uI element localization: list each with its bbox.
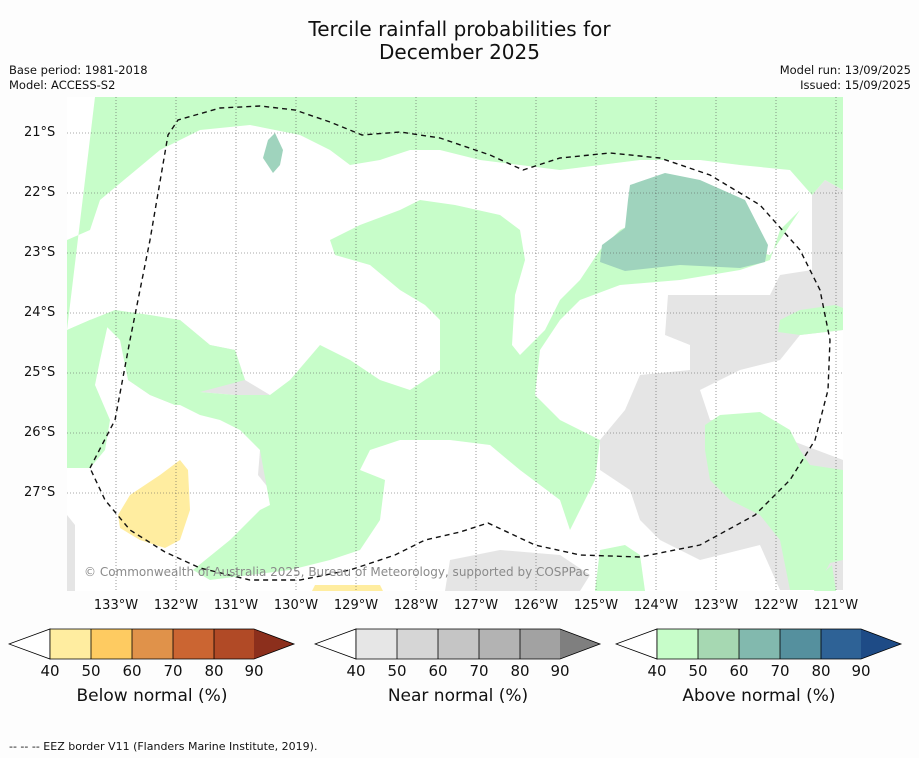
colorbar-near-swatch bbox=[520, 629, 560, 659]
colorbar-near-swatch bbox=[397, 629, 438, 659]
colorbar-above-tick: 60 bbox=[729, 662, 749, 680]
colorbar-near-title: Near normal (%) bbox=[387, 686, 529, 706]
meta-left: Base period: 1981-2018 Model: ACCESS-S2 bbox=[9, 63, 148, 93]
near-region-bottom bbox=[445, 550, 590, 591]
lon-tick: 122°W bbox=[753, 598, 799, 613]
issued-date: Issued: 15/09/2025 bbox=[800, 78, 911, 92]
colorbar-below-swatch bbox=[50, 629, 91, 659]
graticule bbox=[67, 97, 843, 591]
colorbar-above-tick: 50 bbox=[688, 662, 708, 680]
lat-tick: 24°S bbox=[24, 305, 56, 320]
above-region-east-patch bbox=[778, 305, 843, 335]
lat-tick: 21°S bbox=[24, 125, 56, 140]
colorbar-above-title: Above normal (%) bbox=[682, 686, 836, 706]
colorbar-near-tick: 60 bbox=[428, 662, 448, 680]
colorbar-above-swatch bbox=[698, 629, 739, 659]
colorbar-above-max-arrow bbox=[861, 629, 901, 659]
colorbar-above-swatch bbox=[657, 629, 698, 659]
colorbar-near-min-arrow bbox=[314, 628, 357, 660]
below-region-bottom bbox=[312, 585, 383, 591]
colorbar-near-swatch bbox=[479, 629, 520, 659]
lon-tick: 123°W bbox=[693, 598, 739, 613]
colorbar-above-swatch bbox=[739, 629, 780, 659]
lon-tick: 128°W bbox=[393, 598, 439, 613]
colorbar-below-swatch bbox=[214, 629, 254, 659]
colorbar-below-swatches bbox=[8, 628, 296, 660]
colorbar-near-swatch bbox=[438, 629, 479, 659]
colorbar-below-tick: 90 bbox=[244, 662, 264, 680]
colorbar-near-swatches bbox=[314, 628, 602, 660]
above50-region-east bbox=[600, 173, 768, 271]
lon-tick: 121°W bbox=[813, 598, 859, 613]
colorbar-near-tick: 70 bbox=[469, 662, 489, 680]
colorbar-below-tick: 70 bbox=[163, 662, 183, 680]
colorbar-below-swatch bbox=[91, 629, 132, 659]
lon-tick: 131°W bbox=[213, 598, 259, 613]
colorbar-above-swatches bbox=[615, 628, 903, 660]
colorbar-below-tick: 40 bbox=[40, 662, 60, 680]
eez-border-line bbox=[89, 105, 831, 581]
colorbar-below-tick: 50 bbox=[81, 662, 101, 680]
colorbar-below-tick: 80 bbox=[204, 662, 224, 680]
eez-legend-note: -- -- -- EEZ border V11 (Flanders Marine… bbox=[9, 740, 318, 753]
above-region-bottom bbox=[595, 545, 645, 591]
colorbar-above-tick: 40 bbox=[647, 662, 667, 680]
above-normal-regions bbox=[67, 97, 843, 591]
lat-tick: 27°S bbox=[24, 485, 56, 500]
lon-tick: 126°W bbox=[513, 598, 559, 613]
above-region-southeast bbox=[705, 412, 843, 590]
below-normal-regions bbox=[118, 460, 383, 591]
above50-region-west bbox=[263, 133, 283, 173]
model-run: Model run: 13/09/2025 bbox=[779, 63, 911, 77]
lon-tick: 132°W bbox=[153, 598, 199, 613]
above-region-main bbox=[67, 97, 843, 580]
model-name: Model: ACCESS-S2 bbox=[9, 78, 116, 92]
colorbar-near-tick: 40 bbox=[346, 662, 366, 680]
base-period: Base period: 1981-2018 bbox=[9, 63, 148, 77]
map-title: Tercile rainfall probabilities for Decem… bbox=[0, 18, 919, 64]
below-region-west bbox=[118, 460, 190, 548]
lon-tick: 125°W bbox=[573, 598, 619, 613]
colorbar-above-min-arrow bbox=[615, 628, 658, 660]
title-line-2: December 2025 bbox=[379, 40, 540, 64]
lat-tick: 26°S bbox=[24, 425, 56, 440]
lon-tick: 129°W bbox=[333, 598, 379, 613]
lon-tick: 124°W bbox=[633, 598, 679, 613]
colorbar-below-swatch bbox=[132, 629, 173, 659]
lon-tick: 133°W bbox=[93, 598, 139, 613]
probability-map bbox=[67, 97, 843, 591]
colorbar-near-swatch bbox=[356, 629, 397, 659]
colorbar-near-tick: 50 bbox=[387, 662, 407, 680]
colorbar-below-tick: 60 bbox=[122, 662, 142, 680]
above-normal-50-regions bbox=[263, 133, 768, 271]
colorbar-below-max-arrow bbox=[254, 629, 294, 659]
above-region-west-strip bbox=[67, 315, 110, 468]
colorbar-above-swatch bbox=[780, 629, 821, 659]
colorbar-below-swatch bbox=[173, 629, 214, 659]
meta-right: Model run: 13/09/2025 Issued: 15/09/2025 bbox=[780, 63, 911, 93]
colorbar-above-tick: 70 bbox=[770, 662, 790, 680]
colorbar-above-swatch bbox=[821, 629, 861, 659]
lat-tick: 23°S bbox=[24, 245, 56, 260]
colorbar-near-max-arrow bbox=[560, 629, 600, 659]
colorbar-near-tick: 90 bbox=[550, 662, 570, 680]
lat-tick: 25°S bbox=[24, 365, 56, 380]
copyright-notice: © Commonwealth of Australia 2025, Bureau… bbox=[84, 565, 590, 579]
colorbar-above-tick: 80 bbox=[811, 662, 831, 680]
lon-tick: 130°W bbox=[273, 598, 319, 613]
above-region-bottom-right bbox=[814, 565, 836, 591]
colorbar-near-tick: 80 bbox=[510, 662, 530, 680]
lat-tick: 22°S bbox=[24, 185, 56, 200]
colorbar-below-min-arrow bbox=[8, 628, 51, 660]
near-region-left bbox=[67, 515, 75, 591]
colorbar-above-tick: 90 bbox=[851, 662, 871, 680]
colorbar-below-title: Below normal (%) bbox=[76, 686, 228, 706]
title-line-1: Tercile rainfall probabilities for bbox=[308, 17, 611, 41]
lon-tick: 127°W bbox=[453, 598, 499, 613]
